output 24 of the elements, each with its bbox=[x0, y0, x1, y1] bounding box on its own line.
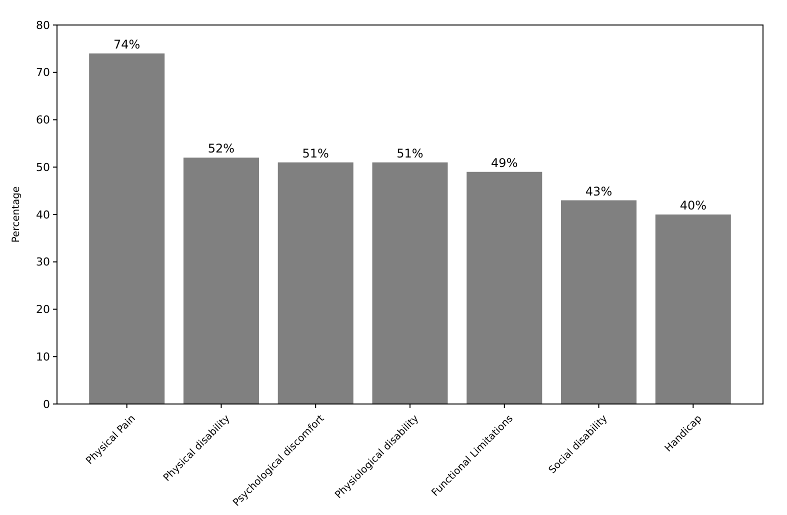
y-tick-label: 30 bbox=[36, 256, 50, 269]
data-label: 74% bbox=[114, 37, 140, 52]
bar bbox=[372, 162, 448, 404]
data-label: 49% bbox=[491, 156, 518, 170]
bar bbox=[278, 162, 354, 404]
data-label: 51% bbox=[396, 146, 424, 160]
y-tick-label: 0 bbox=[43, 398, 50, 411]
y-tick-label: 20 bbox=[36, 303, 50, 316]
y-tick-label: 60 bbox=[36, 114, 50, 127]
data-label: 52% bbox=[208, 142, 235, 156]
bar bbox=[561, 200, 637, 404]
y-tick-label: 70 bbox=[36, 66, 50, 80]
data-label: 40% bbox=[680, 198, 706, 212]
y-tick-label: 80 bbox=[36, 18, 50, 32]
data-label: 43% bbox=[585, 184, 612, 198]
data-label: 51% bbox=[302, 146, 329, 160]
y-tick-label: 40 bbox=[36, 208, 50, 222]
bar bbox=[466, 172, 542, 404]
y-tick-label: 50 bbox=[36, 160, 50, 174]
bar bbox=[183, 158, 259, 404]
bar bbox=[89, 53, 165, 404]
y-axis-title: Percentage bbox=[11, 186, 22, 243]
y-tick-label: 10 bbox=[36, 350, 50, 364]
bar bbox=[655, 214, 731, 404]
